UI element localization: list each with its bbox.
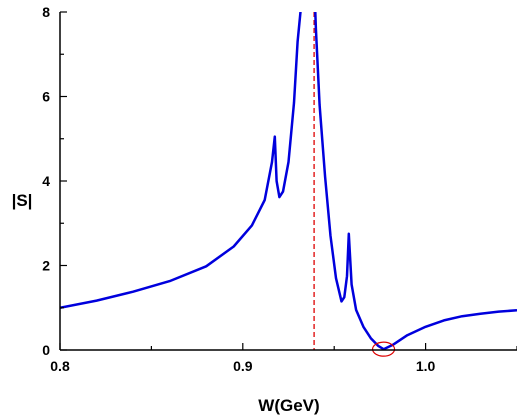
y-tick-label: 0 xyxy=(42,342,50,358)
y-tick-label: 2 xyxy=(42,258,50,274)
y-tick-label: 8 xyxy=(42,4,50,20)
y-tick-label: 4 xyxy=(42,173,50,189)
ticks: 0.8 0.9 1.0 0 2 4 6 8 xyxy=(42,4,517,374)
y-axis-title: |S| xyxy=(12,191,33,210)
x-tick-label: 1.0 xyxy=(416,358,436,374)
x-axis-title: W(GeV) xyxy=(258,396,319,415)
series-line-0 xyxy=(60,12,517,350)
plot-area xyxy=(60,12,517,357)
y-tick-label: 6 xyxy=(42,89,50,105)
axes xyxy=(59,12,517,351)
minimum-circle-marker xyxy=(371,341,396,357)
x-tick-label: 0.9 xyxy=(233,358,253,374)
x-tick-label: 0.8 xyxy=(50,358,70,374)
